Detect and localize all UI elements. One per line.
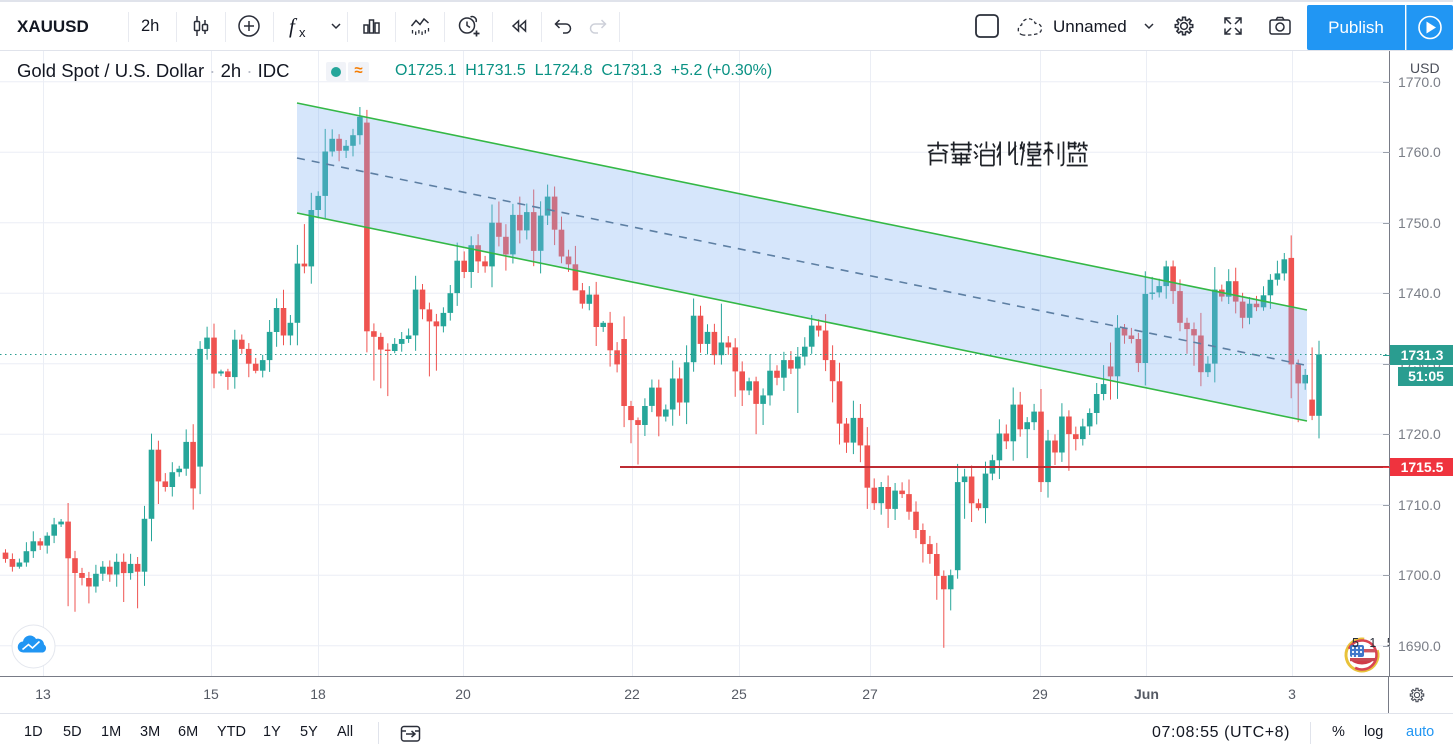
- svg-text:5 1 5: 5 1 5: [1352, 636, 1389, 650]
